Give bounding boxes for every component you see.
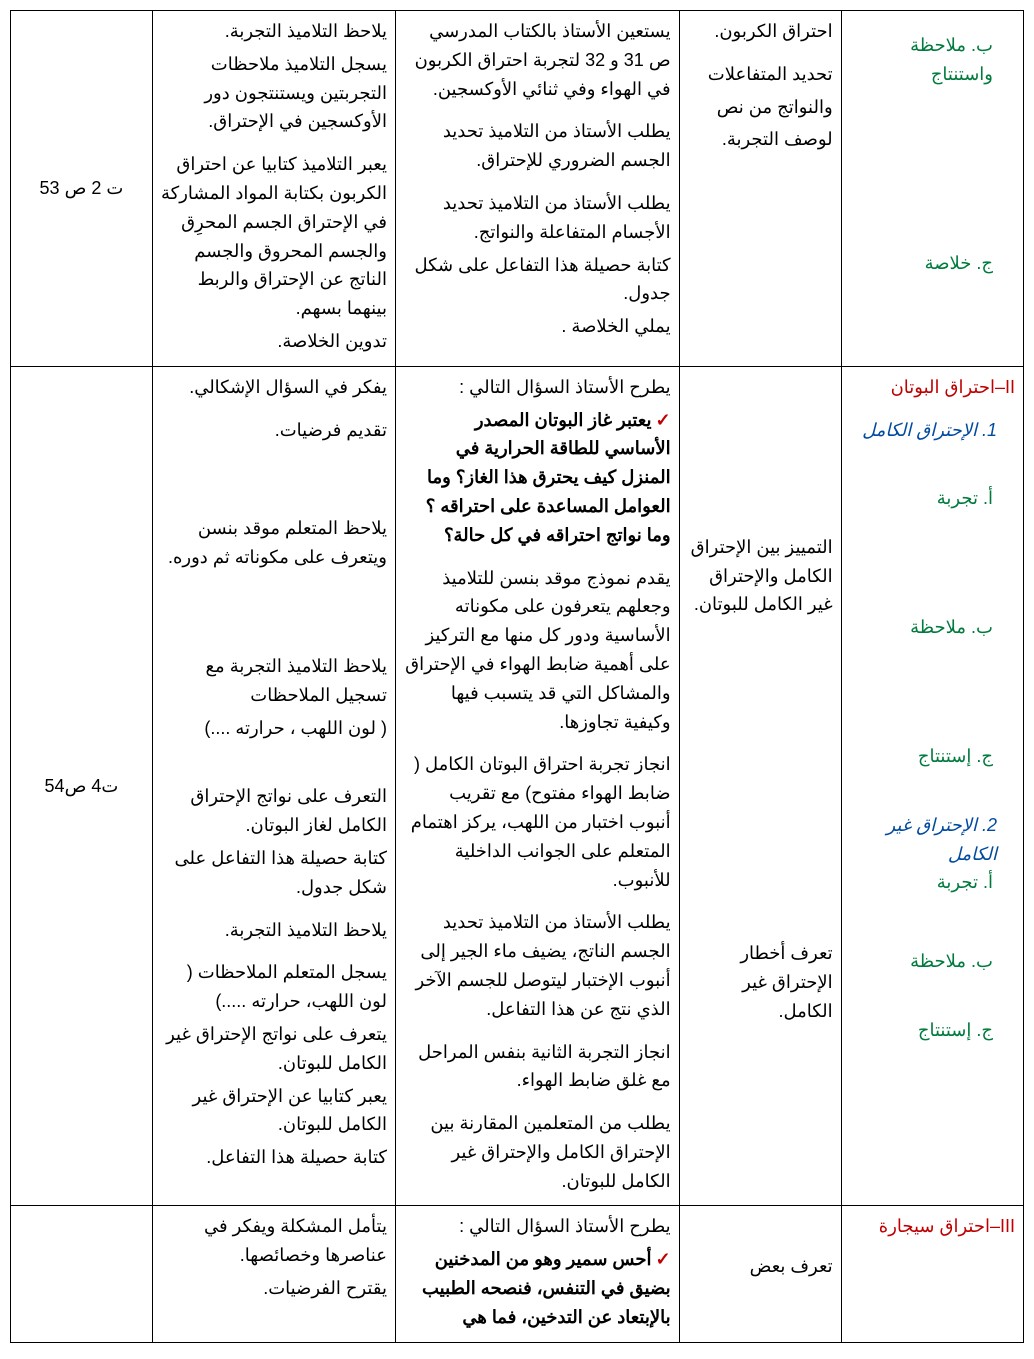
r2-c: ج. إستنتاج xyxy=(850,742,1015,771)
l2-p4b: ( لون اللهب ، حرارته ....) xyxy=(161,714,387,743)
l2-p8: يتعرف على نواتج الإحتراق غير الكامل للبو… xyxy=(161,1020,387,1078)
l2-p2: تقديم فرضيات. xyxy=(161,416,387,445)
r2-g1: التمييز بين الإحتراق الكامل والإحتراق غي… xyxy=(688,533,833,619)
cell-stage-labels-3: III–احتراق سيجارة xyxy=(841,1206,1023,1342)
l2-p1: يفكر في السؤال الإشكالي. xyxy=(161,373,387,402)
l1-p3: يعبر التلاميذ كتابيا عن احتراق الكربون ب… xyxy=(161,150,387,323)
l1-p4: تدوين الخلاصة. xyxy=(161,327,387,356)
t1-p1: يستعين الأستاذ بالكتاب المدرسي ص 31 و 32… xyxy=(404,17,671,103)
r2-g2: تعرف أخطار الإحتراق غير الكامل. xyxy=(688,939,833,1025)
t2-qbold-text: يعتبر غاز البوتان المصدر الأساسي للطاقة … xyxy=(426,410,671,545)
l2-p4: يلاحظ التلاميذ التجربة مع تسجيل الملاحظا… xyxy=(161,652,387,710)
cell-objectives-2: التمييز بين الإحتراق الكامل والإحتراق غي… xyxy=(679,366,841,1206)
t2-p1: يقدم نموذج موقد بنسن للتلاميذ وجعلهم يتع… xyxy=(404,564,671,737)
t1-p4: كتابة حصيلة هذا التفاعل على شكل جدول. xyxy=(404,251,671,309)
t2-p2: انجاز تجربة احتراق البوتان الكامل ( ضابط… xyxy=(404,750,671,894)
t3-qbold: ✓أحس سمير وهو من المدخنين بضيق في التنفس… xyxy=(404,1245,671,1331)
t3-qintro: يطرح الأستاذ السؤال التالي : xyxy=(404,1212,671,1241)
l2-p9: يعبر كتابيا عن الإحتراق غير الكامل للبوت… xyxy=(161,1082,387,1140)
item-c: ج. خلاصة xyxy=(850,249,1015,278)
l2-p10: كتابة حصيلة هذا التفاعل. xyxy=(161,1143,387,1172)
n1: 1. الإحتراق الكامل xyxy=(850,416,1015,445)
obj-b2: والنواتج من نص xyxy=(688,93,833,122)
obj-a: احتراق الكربون. xyxy=(688,17,833,46)
t1-p5: يملي الخلاصة . xyxy=(404,312,671,341)
l3-p2: يقترح الفرضيات. xyxy=(161,1274,387,1303)
check-icon: ✓ xyxy=(656,410,671,430)
l2-p5b: كتابة حصيلة هذا التفاعل على شكل جدول. xyxy=(161,844,387,902)
l1-p2: يسجل التلاميذ ملاحظات التجربتين ويستنتجو… xyxy=(161,50,387,136)
check-icon: ✓ xyxy=(656,1249,671,1269)
l1-p1: يلاحظ التلاميذ التجربة. xyxy=(161,17,387,46)
cell-ref-3 xyxy=(11,1206,153,1342)
r2-a2: أ. تجربة xyxy=(850,868,1015,897)
obj-b3: لوصف التجربة. xyxy=(688,125,833,154)
t2-p4: انجاز التجربة الثانية بنفس المراحل مع غل… xyxy=(404,1038,671,1096)
l2-p5: التعرف على نواتج الإحتراق الكامل لغاز ال… xyxy=(161,782,387,840)
r2-b: ب. ملاحظة xyxy=(850,613,1015,642)
cell-teacher-1: يستعين الأستاذ بالكتاب المدرسي ص 31 و 32… xyxy=(395,11,679,367)
lesson-plan-table: ب. ملاحظة واستنتاج ج. خلاصة احتراق الكرب… xyxy=(10,10,1024,1343)
cell-teacher-3: يطرح الأستاذ السؤال التالي : ✓أحس سمير و… xyxy=(395,1206,679,1342)
ref-2: ت4 ص54 xyxy=(45,776,119,796)
t3-qbold-text: أحس سمير وهو من المدخنين بضيق في التنفس،… xyxy=(422,1249,671,1327)
cell-teacher-2: يطرح الأستاذ السؤال التالي : ✓يعتبر غاز … xyxy=(395,366,679,1206)
l3-p1: يتأمل المشكلة ويفكر في عناصرها وخصائصها. xyxy=(161,1212,387,1270)
table-row: III–احتراق سيجارة تعرف بعض يطرح الأستاذ … xyxy=(11,1206,1024,1342)
cell-ref-1: ت 2 ص 53 xyxy=(11,11,153,367)
t2-qbold: ✓يعتبر غاز البوتان المصدر الأساسي للطاقة… xyxy=(404,406,671,550)
t2-p5: يطلب من المتعلمين المقارنة بين الإحتراق … xyxy=(404,1109,671,1195)
r2-a: أ. تجربة xyxy=(850,484,1015,513)
cell-ref-2: ت4 ص54 xyxy=(11,366,153,1206)
cell-stage-labels-2: II–احتراق البوتان 1. الإحتراق الكامل أ. … xyxy=(841,366,1023,1206)
r3-g: تعرف بعض xyxy=(688,1252,833,1281)
l2-p7: يسجل المتعلم الملاحظات ( لون اللهب، حرار… xyxy=(161,958,387,1016)
cell-learner-3: يتأمل المشكلة ويفكر في عناصرها وخصائصها.… xyxy=(152,1206,395,1342)
t2-p3: يطلب الأستاذ من التلاميذ تحديد الجسم الن… xyxy=(404,908,671,1023)
sec2-title: II–احتراق البوتان xyxy=(850,373,1015,402)
item-b: ب. ملاحظة واستنتاج xyxy=(850,31,1015,89)
cell-objectives-3: تعرف بعض xyxy=(679,1206,841,1342)
table-row: II–احتراق البوتان 1. الإحتراق الكامل أ. … xyxy=(11,366,1024,1206)
cell-stage-labels-1: ب. ملاحظة واستنتاج ج. خلاصة xyxy=(841,11,1023,367)
t1-p2: يطلب الأستاذ من التلاميذ تحديد الجسم الض… xyxy=(404,117,671,175)
l2-p3: يلاحظ المتعلم موقد بنسن ويتعرف على مكونا… xyxy=(161,514,387,572)
r2-c2: ج. إستنتاج xyxy=(850,1016,1015,1045)
r2-b2: ب. ملاحظة xyxy=(850,947,1015,976)
table-row: ب. ملاحظة واستنتاج ج. خلاصة احتراق الكرب… xyxy=(11,11,1024,367)
l2-p6: يلاحظ التلاميذ التجربة. xyxy=(161,916,387,945)
cell-objectives-1: احتراق الكربون. تحديد المتفاعلات والنوات… xyxy=(679,11,841,367)
ref-1: ت 2 ص 53 xyxy=(40,178,124,198)
cell-learner-1: يلاحظ التلاميذ التجربة. يسجل التلاميذ مل… xyxy=(152,11,395,367)
t2-qintro: يطرح الأستاذ السؤال التالي : xyxy=(404,373,671,402)
t1-p3: يطلب الأستاذ من التلاميذ تحديد الأجسام ا… xyxy=(404,189,671,247)
cell-learner-2: يفكر في السؤال الإشكالي. تقديم فرضيات. ي… xyxy=(152,366,395,1206)
obj-b1: تحديد المتفاعلات xyxy=(688,60,833,89)
sec3-title: III–احتراق سيجارة xyxy=(850,1212,1015,1241)
n2: 2. الإحتراق غير الكامل xyxy=(850,811,1015,869)
